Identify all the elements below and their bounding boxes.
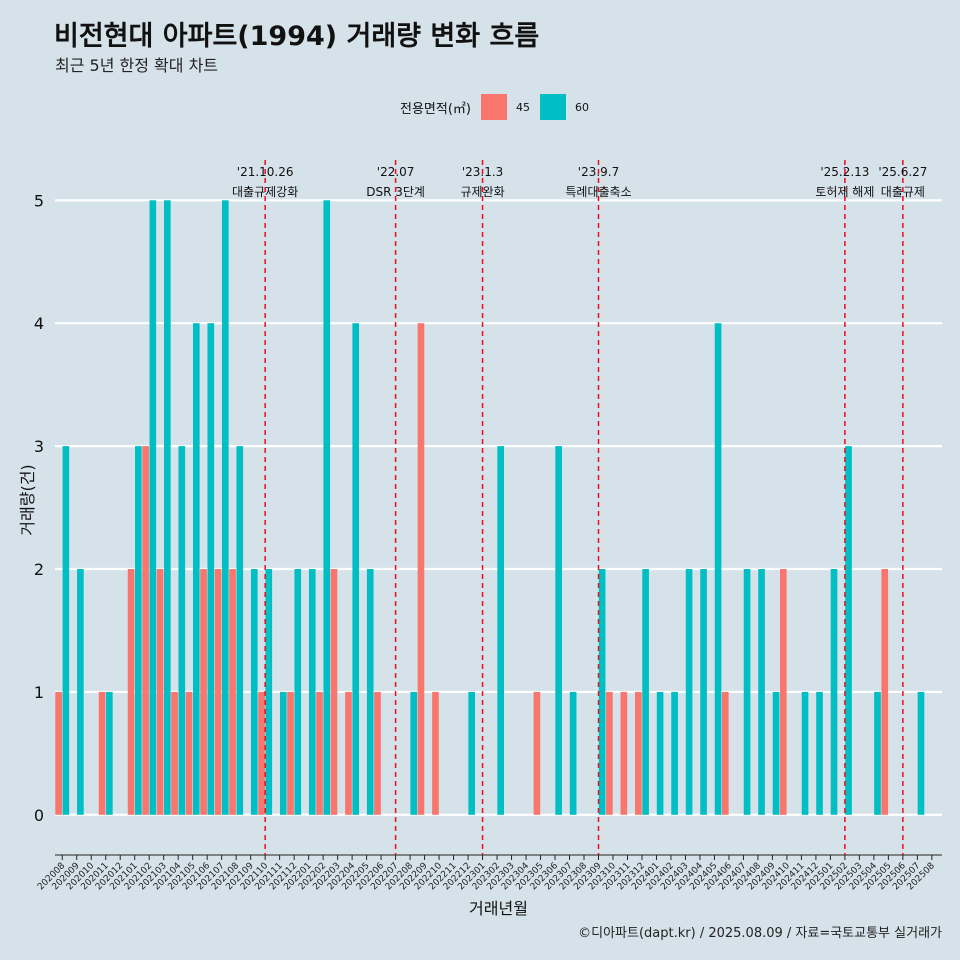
y-tick-label: 2 (34, 560, 44, 579)
bar-60-202312 (642, 569, 649, 815)
bar-45-202104 (171, 691, 178, 815)
legend-label-45: 45 (515, 100, 530, 114)
bar-45-202108 (229, 569, 236, 815)
bar-60-202401 (656, 691, 664, 815)
bar-60-202111 (279, 691, 287, 815)
bar-60-202212 (468, 691, 476, 815)
chart-subtitle: 최근 5년 한정 확대 차트 (55, 56, 219, 75)
bar-60-202101 (135, 446, 142, 815)
bar-60-202103 (164, 200, 171, 815)
bar-60-202008 (62, 446, 70, 815)
bar-45-202410 (779, 569, 787, 815)
annotation-date: '25.2.13 (820, 165, 869, 179)
annotation-text: 대출규제강화 (232, 185, 298, 199)
bar-45-202311 (620, 691, 628, 815)
chart-title: 비전현대 아파트(1994) 거래량 변화 흐름 (54, 21, 540, 52)
y-tick-label: 5 (34, 191, 44, 210)
bar-60-202402 (671, 691, 678, 815)
bar-45-202110 (258, 691, 265, 815)
legend-swatch-60 (539, 94, 566, 120)
x-axis-title: 거래년월 (469, 899, 528, 918)
bar-60-202507 (917, 691, 925, 815)
y-tick-label: 1 (34, 683, 44, 702)
bar-45-202406 (721, 691, 729, 815)
bar-45-202204 (345, 691, 352, 815)
annotation-date: '23.1.3 (462, 165, 503, 179)
bar-45-202105 (185, 691, 193, 815)
bar-60-202407 (743, 569, 751, 815)
bar-60-202109 (250, 569, 258, 815)
bar-45-202203 (330, 569, 338, 815)
bar-60-202307 (569, 691, 577, 815)
bar-60-202502 (845, 446, 852, 815)
legend-label-60: 60 (574, 100, 589, 114)
y-tick-label: 0 (34, 806, 44, 825)
bar-60-202201 (308, 569, 316, 815)
bar-60-202106 (207, 323, 215, 815)
bar-45-202101 (127, 569, 135, 815)
bar-45-202103 (156, 569, 164, 815)
bar-60-202302 (497, 446, 504, 815)
annotation-text: DSR 3단계 (366, 185, 425, 199)
annotation-text: 규제완화 (460, 185, 504, 199)
bar-60-202409 (772, 691, 780, 815)
bar-45-202008 (55, 691, 62, 815)
bar-60-202011 (106, 691, 113, 815)
bar-45-202112 (287, 691, 294, 815)
annotation-date: '23.9.7 (578, 165, 619, 179)
bar-60-202309 (598, 569, 606, 815)
bar-60-202208 (410, 691, 418, 815)
y-tick-label: 4 (34, 314, 44, 333)
bar-60-202202 (323, 200, 331, 815)
bar-60-202412 (816, 691, 823, 815)
legend-title: 전용면적(㎡) (400, 101, 471, 117)
bar-60-202102 (149, 200, 157, 815)
bar-60-202403 (685, 569, 693, 815)
bar-60-202504 (874, 691, 881, 815)
bar-60-202104 (178, 446, 186, 815)
bar-60-202110 (265, 569, 273, 815)
bar-60-202408 (758, 569, 765, 815)
legend-swatch-45 (480, 94, 507, 120)
bar-60-202105 (192, 323, 200, 815)
legend: 전용면적(㎡) 45 60 (400, 93, 599, 121)
bar-45-202107 (214, 569, 222, 815)
bar-60-202107 (221, 200, 229, 815)
bar-60-202204 (352, 323, 360, 815)
bar-45-202102 (142, 446, 149, 815)
bar-45-202312 (635, 691, 642, 815)
bar-60-202405 (714, 323, 722, 815)
bar-45-202310 (606, 691, 613, 815)
bar-45-202209 (417, 323, 425, 815)
bar-45-202505 (881, 569, 889, 815)
bar-60-202108 (236, 446, 244, 815)
bar-45-202106 (200, 569, 207, 815)
bar-60-202112 (294, 569, 302, 815)
y-tick-label: 3 (34, 437, 44, 456)
annotation-text: 대출규제 (881, 185, 925, 199)
bar-60-202009 (77, 569, 84, 815)
y-axis-title: 거래량(건) (18, 464, 37, 535)
bar-60-202501 (830, 569, 838, 815)
annotation-date: '25.6.27 (878, 165, 927, 179)
annotation-date: '21.10.26 (237, 165, 294, 179)
bar-60-202404 (700, 569, 707, 815)
annotation-text: 특례대출축소 (565, 185, 631, 199)
bar-45-202202 (316, 691, 323, 815)
annotation-text: 토허제 해제 (815, 185, 874, 199)
bar-45-202011 (98, 691, 106, 815)
bar-60-202205 (366, 569, 374, 815)
bar-45-202210 (432, 691, 439, 815)
bar-45-202305 (533, 691, 541, 815)
bar-45-202206 (374, 691, 381, 815)
bar-60-202306 (555, 446, 562, 815)
caption: ©디아파트(dapt.kr) / 2025.08.09 / 자료=국토교통부 실… (578, 926, 942, 941)
bar-60-202411 (801, 691, 809, 815)
annotation-date: '22.07 (377, 165, 415, 179)
